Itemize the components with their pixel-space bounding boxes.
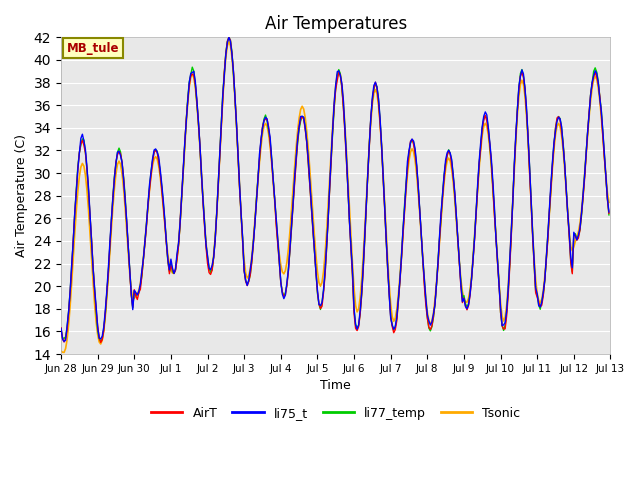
X-axis label: Time: Time xyxy=(321,379,351,392)
Text: MB_tule: MB_tule xyxy=(67,42,119,55)
Title: Air Temperatures: Air Temperatures xyxy=(264,15,407,33)
Y-axis label: Air Temperature (C): Air Temperature (C) xyxy=(15,134,28,257)
Legend: AirT, li75_t, li77_temp, Tsonic: AirT, li75_t, li77_temp, Tsonic xyxy=(146,402,525,424)
